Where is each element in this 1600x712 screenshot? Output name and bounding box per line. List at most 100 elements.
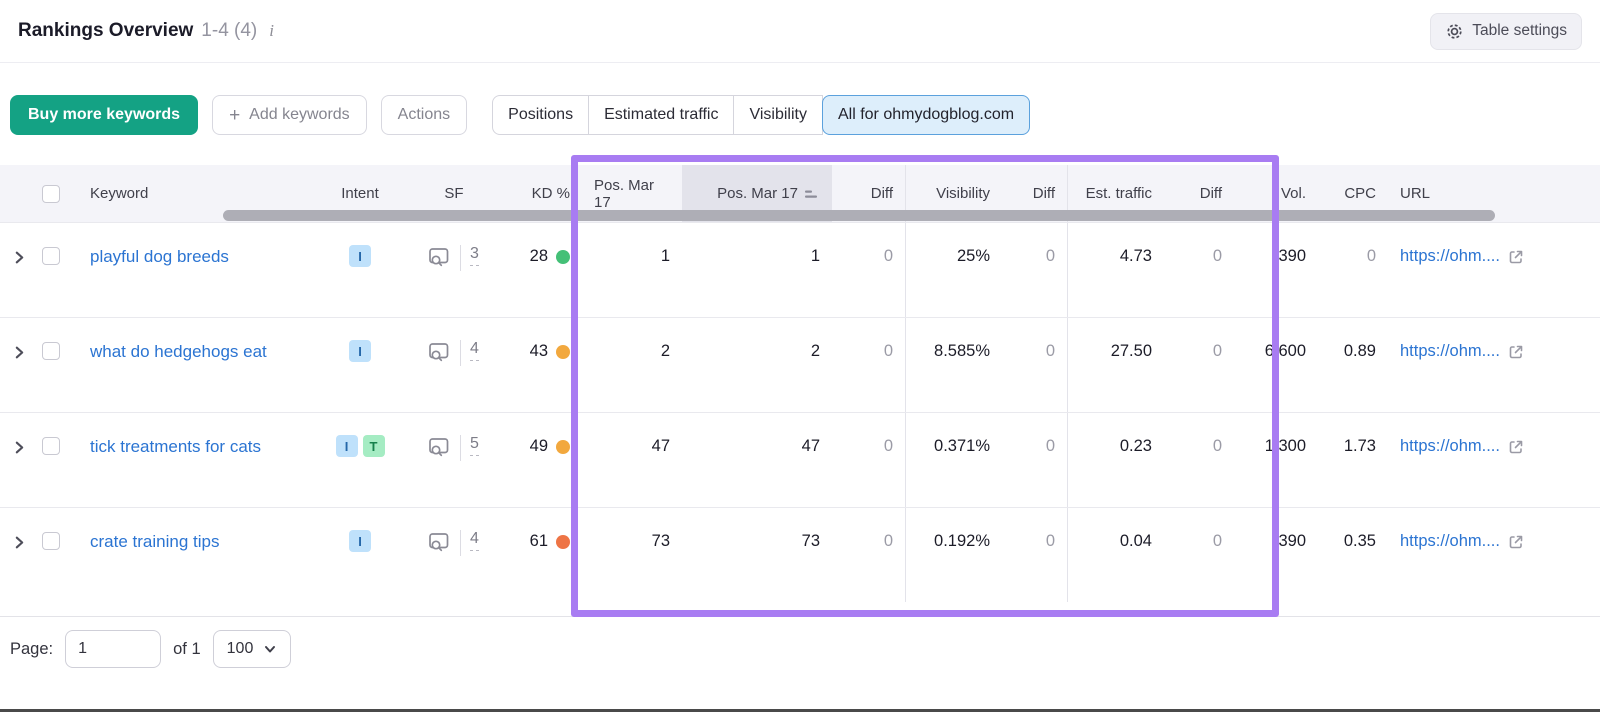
col-header-est-traffic[interactable]: Est. traffic <box>1085 185 1152 202</box>
sf-divider <box>460 435 462 461</box>
buy-more-keywords-button[interactable]: Buy more keywords <box>10 95 199 135</box>
page-number-input[interactable] <box>65 630 162 668</box>
kd-cell: 43 <box>506 318 582 412</box>
expand-row-icon[interactable] <box>12 345 27 360</box>
expand-row-icon[interactable] <box>12 440 27 455</box>
intent-badge-i[interactable]: I <box>349 530 371 552</box>
diff-3-value: 0 <box>1212 532 1222 550</box>
pos-mar17-b-value: 2 <box>810 342 820 360</box>
serp-features-icon[interactable] <box>429 533 451 552</box>
sf-divider <box>460 530 462 556</box>
add-keywords-button[interactable]: + Add keywords <box>212 95 367 135</box>
row-checkbox[interactable] <box>42 342 60 360</box>
sf-cell: 4 <box>402 508 506 602</box>
est-traffic-value: 4.73 <box>1119 247 1152 265</box>
col-header-sf[interactable]: SF <box>444 185 464 202</box>
row-checkbox[interactable] <box>42 247 60 265</box>
row-checkbox[interactable] <box>42 437 60 455</box>
serp-features-count[interactable]: 5 <box>470 435 479 456</box>
url-cell: https://ohm.... <box>1388 508 1600 602</box>
horizontal-scrollbar[interactable] <box>223 210 1495 221</box>
intent-cell: I <box>318 508 402 602</box>
diff-2-value: 0 <box>1002 508 1068 602</box>
diff-3-value: 0 <box>1212 437 1222 455</box>
tab-visibility[interactable]: Visibility <box>733 95 823 135</box>
kd-value: 28 <box>529 247 548 265</box>
select-all-checkbox-cell <box>34 165 78 222</box>
visibility-value: 0.371% <box>934 437 990 455</box>
serp-features-icon[interactable] <box>429 248 451 267</box>
col-header-intent[interactable]: Intent <box>341 185 379 202</box>
actions-button[interactable]: Actions <box>380 95 468 135</box>
serp-features-icon[interactable] <box>429 438 451 457</box>
kd-difficulty-dot <box>556 440 570 454</box>
external-link-icon[interactable] <box>1508 344 1524 360</box>
serp-features-count[interactable]: 4 <box>470 530 479 551</box>
table-row: what do hedgehogs eat I 4 43 2 2 <box>0 317 1600 412</box>
visibility-value: 25% <box>956 247 990 265</box>
select-all-checkbox[interactable] <box>42 184 60 203</box>
keyword-link[interactable]: playful dog breeds <box>90 247 229 266</box>
page-size-select[interactable]: 100 <box>212 630 292 668</box>
volume-value: 1,300 <box>1264 437 1306 455</box>
pos-mar17-a-value: 73 <box>651 532 670 550</box>
url-link[interactable]: https://ohm.... <box>1400 437 1500 455</box>
info-icon[interactable]: i <box>269 21 274 40</box>
col-header-visibility[interactable]: Visibility <box>936 185 990 202</box>
col-header-diff-3[interactable]: Diff <box>1199 185 1222 202</box>
keyword-cell: crate training tips <box>78 508 318 602</box>
page-title: Rankings Overview <box>18 20 194 41</box>
tab-all-for-domain[interactable]: All for ohmydogblog.com <box>821 95 1031 135</box>
external-link-icon[interactable] <box>1508 249 1524 265</box>
diff-3-value: 0 <box>1212 247 1222 265</box>
checkbox-cell <box>34 223 78 317</box>
expand-row-icon[interactable] <box>12 250 27 265</box>
row-checkbox[interactable] <box>42 532 60 550</box>
keyword-link[interactable]: crate training tips <box>90 532 220 551</box>
col-header-pos-mar17-a[interactable]: Pos. Mar 17 <box>594 176 655 211</box>
diff-2-value: 0 <box>1002 223 1068 317</box>
pos-mar17-b-value: 1 <box>810 247 820 265</box>
diff-2-value: 0 <box>1002 318 1068 412</box>
url-link[interactable]: https://ohm.... <box>1400 247 1500 265</box>
checkbox-cell <box>34 318 78 412</box>
external-link-icon[interactable] <box>1508 534 1524 550</box>
tab-estimated-traffic[interactable]: Estimated traffic <box>588 95 735 135</box>
external-link-icon[interactable] <box>1508 439 1524 455</box>
serp-features-count[interactable]: 4 <box>470 340 479 361</box>
tab-positions[interactable]: Positions <box>492 95 590 135</box>
url-link[interactable]: https://ohm.... <box>1400 532 1500 550</box>
sort-icon <box>805 188 820 200</box>
pos-mar17-b-value: 73 <box>801 532 820 550</box>
kd-value: 49 <box>529 437 548 455</box>
sf-cell: 3 <box>402 223 506 317</box>
col-header-cpc[interactable]: CPC <box>1344 185 1376 202</box>
intent-badge-i[interactable]: I <box>349 245 371 267</box>
col-header-keyword[interactable]: Keyword <box>90 185 149 202</box>
result-range: 1-4 (4) <box>201 20 258 41</box>
col-header-diff-2[interactable]: Diff <box>1002 165 1068 222</box>
intent-badge-i[interactable]: I <box>349 340 371 362</box>
intent-badge-t[interactable]: T <box>362 435 385 457</box>
page-total-label: of 1 <box>173 639 201 658</box>
keyword-link[interactable]: tick treatments for cats <box>90 437 261 456</box>
url-link[interactable]: https://ohm.... <box>1400 342 1500 360</box>
serp-features-icon[interactable] <box>429 343 451 362</box>
pagination-footer: Page: of 1 100 <box>0 616 1600 668</box>
cpc-value: 0.89 <box>1343 342 1376 360</box>
intent-badge-i[interactable]: I <box>335 435 358 457</box>
diff-1-value: 0 <box>832 223 906 317</box>
col-header-volume[interactable]: Vol. <box>1280 185 1306 202</box>
col-header-diff-1[interactable]: Diff <box>832 165 906 222</box>
expander-cell <box>0 318 34 412</box>
col-header-kd[interactable]: KD % <box>531 185 570 202</box>
table-settings-button[interactable]: Table settings <box>1430 12 1582 50</box>
keyword-link[interactable]: what do hedgehogs eat <box>90 342 267 361</box>
col-header-url[interactable]: URL <box>1400 185 1431 202</box>
kd-difficulty-dot <box>556 345 570 359</box>
expand-row-icon[interactable] <box>12 535 27 550</box>
intent-cell: I <box>318 223 402 317</box>
serp-features-count[interactable]: 3 <box>470 245 479 266</box>
